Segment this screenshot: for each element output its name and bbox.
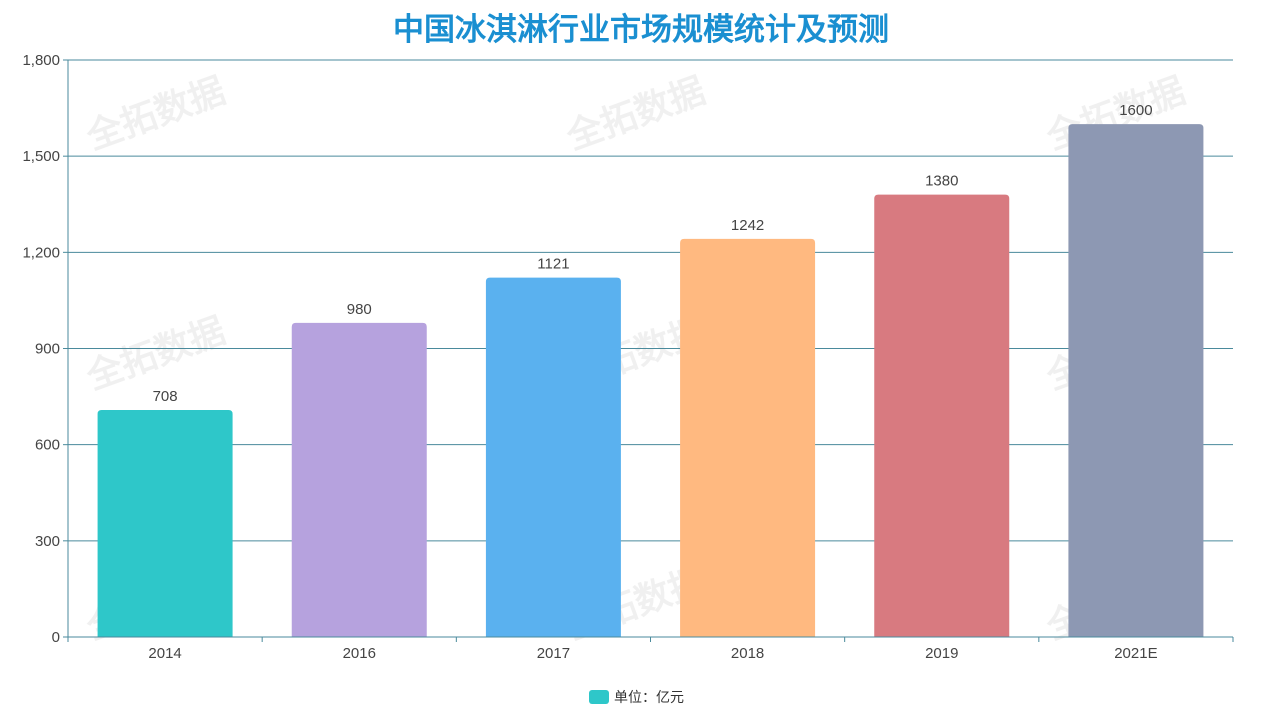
- x-tick-label: 2021E: [1114, 645, 1157, 662]
- y-tick-label: 1,500: [22, 148, 60, 165]
- data-label: 1380: [925, 173, 958, 190]
- x-tick-label: 2016: [343, 645, 376, 662]
- bar-2021E[interactable]: [1068, 124, 1204, 638]
- y-tick-label: 600: [35, 437, 60, 454]
- y-tick-label: 1,800: [22, 52, 60, 69]
- legend-label: 单位：亿元: [614, 690, 684, 706]
- bars: 708 980 1121 1242 1380 1600: [97, 102, 1204, 638]
- legend[interactable]: 单位：亿元: [589, 690, 684, 706]
- x-tick-label: 2014: [148, 645, 181, 662]
- legend-swatch: [589, 690, 609, 704]
- y-tick-label: 1,200: [22, 244, 60, 261]
- y-tick-label: 0: [52, 629, 60, 646]
- bar-2019[interactable]: [874, 194, 1010, 637]
- watermark-text: 全拓数据: [80, 69, 231, 158]
- x-tick-label: 2018: [731, 645, 764, 662]
- data-label: 708: [153, 388, 178, 405]
- data-label: 1242: [731, 217, 764, 234]
- bar-2016[interactable]: [291, 322, 427, 637]
- data-label: 1121: [537, 256, 569, 273]
- data-label: 980: [347, 301, 372, 318]
- data-label: 1600: [1119, 102, 1152, 119]
- bar-2017[interactable]: [485, 277, 621, 637]
- x-tick-label: 2019: [925, 645, 958, 662]
- x-axis: 2014 2016 2017 2018 2019 2021E: [67, 636, 1234, 662]
- y-tick-label: 900: [35, 341, 60, 358]
- gridlines: [68, 59, 1233, 542]
- chart-title: 中国冰淇淋行业市场规模统计及预测: [393, 12, 889, 48]
- watermark-text: 全拓数据: [560, 69, 711, 158]
- bar-2018[interactable]: [680, 238, 816, 637]
- y-tick-label: 300: [35, 533, 60, 550]
- x-tick-label: 2017: [537, 645, 570, 662]
- y-axis: 0 300 600 900 1,200 1,500 1,800: [22, 52, 69, 646]
- watermark-text: 全拓数据: [80, 309, 231, 398]
- bar-2014[interactable]: [97, 410, 233, 637]
